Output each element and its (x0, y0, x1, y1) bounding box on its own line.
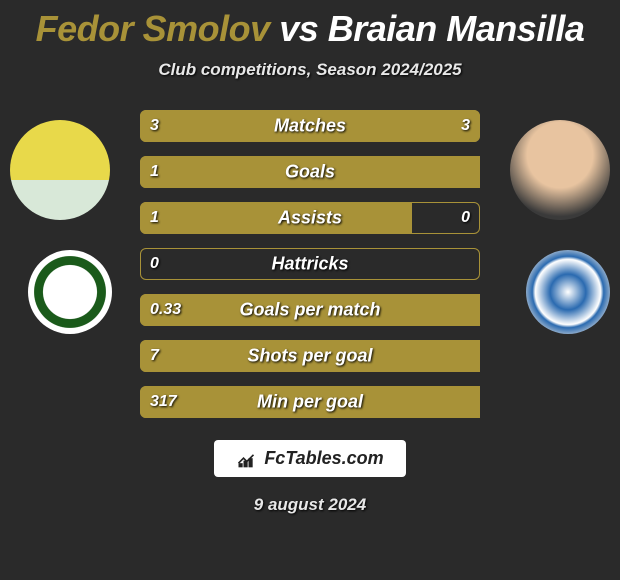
page-title: Fedor Smolov vs Braian Mansilla (36, 8, 585, 50)
stat-label: Goals (285, 162, 335, 183)
brand-text: FcTables.com (264, 448, 383, 469)
player1-name: Fedor Smolov (36, 8, 270, 49)
chart-icon (236, 449, 256, 469)
stat-row: Assists 1 0 (140, 202, 480, 234)
bar-fill-left (140, 202, 412, 234)
stat-label: Matches (274, 116, 346, 137)
player2-name: Braian Mansilla (328, 8, 585, 49)
chart-area: Matches 3 3 Goals 1 Assists 1 0 Hattricks 0 Goals … (0, 110, 620, 418)
comparison-card: Fedor Smolov vs Braian Mansilla Club com… (0, 0, 620, 580)
subtitle: Club competitions, Season 2024/2025 (158, 60, 461, 80)
stats-bars: Matches 3 3 Goals 1 Assists 1 0 Hattricks 0 Goals … (140, 110, 480, 418)
date-text: 9 august 2024 (254, 495, 366, 515)
stat-row: Goals per match 0.33 (140, 294, 480, 326)
vs-text: vs (279, 8, 318, 49)
player1-club-logo (28, 250, 112, 334)
stat-label: Min per goal (257, 392, 363, 413)
stat-label: Assists (278, 208, 342, 229)
player1-avatar (10, 120, 110, 220)
stat-row: Goals 1 (140, 156, 480, 188)
stat-value-right: 0 (461, 209, 470, 227)
stat-row: Hattricks 0 (140, 248, 480, 280)
player2-avatar (510, 120, 610, 220)
stat-value-left: 1 (150, 209, 159, 227)
stat-value-left: 3 (150, 117, 159, 135)
stat-value-left: 0.33 (150, 301, 181, 319)
stat-value-left: 7 (150, 347, 159, 365)
stat-value-left: 317 (150, 393, 177, 411)
stat-row: Shots per goal 7 (140, 340, 480, 372)
stat-label: Hattricks (271, 254, 348, 275)
stat-label: Shots per goal (247, 346, 372, 367)
player2-club-logo (526, 250, 610, 334)
stat-value-left: 1 (150, 163, 159, 181)
brand-badge: FcTables.com (214, 440, 405, 477)
stat-value-left: 0 (150, 255, 159, 273)
stat-value-right: 3 (461, 117, 470, 135)
stat-row: Matches 3 3 (140, 110, 480, 142)
stat-row: Min per goal 317 (140, 386, 480, 418)
stat-label: Goals per match (239, 300, 380, 321)
